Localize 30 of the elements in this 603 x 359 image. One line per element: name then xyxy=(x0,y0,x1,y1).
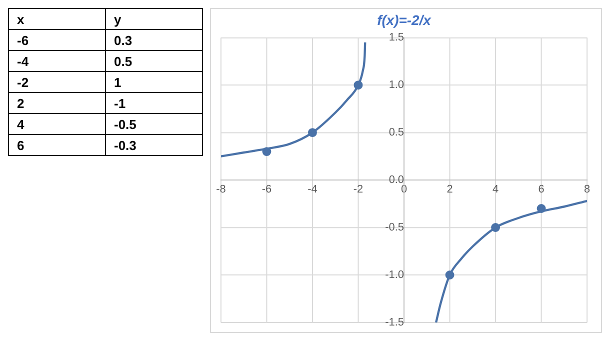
x-tick-label: -2 xyxy=(353,184,364,196)
text: -6 xyxy=(8,30,106,50)
y-tick-label: -1.5 xyxy=(385,316,404,328)
x-tick-label: -8 xyxy=(216,184,226,196)
y-tick-label: -0.5 xyxy=(385,222,404,234)
text: 0.3 xyxy=(106,30,202,50)
text: 2 xyxy=(8,92,106,114)
y-tick-label: 1.5 xyxy=(388,32,404,44)
text: 1 xyxy=(106,72,202,92)
text: 4 xyxy=(8,114,106,134)
y-tick-label: 1.0 xyxy=(388,79,404,92)
x-tick-label: 2 xyxy=(446,184,453,196)
chart-title: f(x)=-2/x xyxy=(377,12,432,28)
text: 0.5 xyxy=(106,50,202,72)
y-tick-label: 0.0 xyxy=(388,174,404,186)
x-tick-label: 6 xyxy=(538,184,544,196)
y-tick-label: -1.0 xyxy=(385,269,404,281)
x-tick-label: -6 xyxy=(262,184,272,196)
text: x xyxy=(8,8,106,30)
text: -0.3 xyxy=(106,134,202,156)
y-tick-label: 0.5 xyxy=(388,126,404,139)
text: 6 xyxy=(8,134,106,156)
text: -1 xyxy=(106,92,202,114)
text: -2 xyxy=(8,72,106,92)
text: y xyxy=(106,8,202,30)
text: -0.5 xyxy=(106,114,202,134)
x-tick-label: 8 xyxy=(584,184,590,196)
text: -4 xyxy=(8,50,106,72)
x-tick-label: -4 xyxy=(308,184,318,196)
x-tick-label: 4 xyxy=(492,184,499,196)
